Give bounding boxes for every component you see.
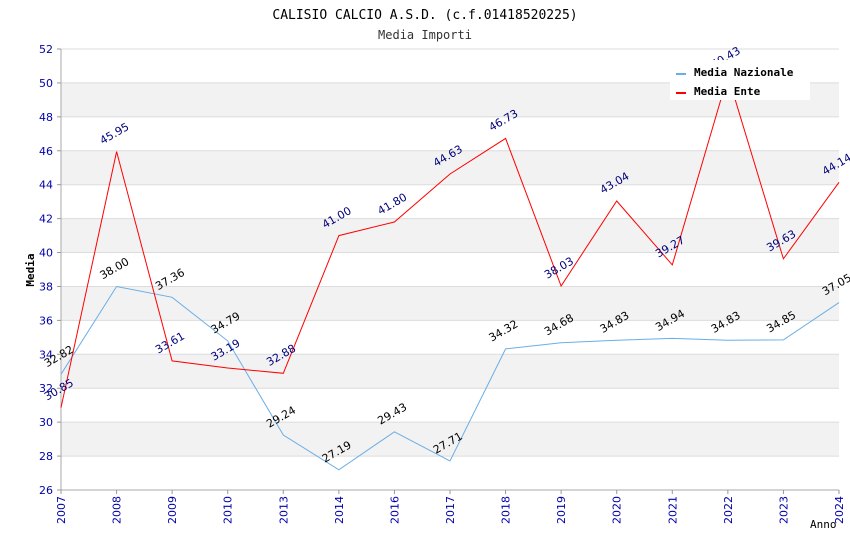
y-tick-label: 36 bbox=[39, 314, 53, 327]
series-line bbox=[60, 285, 840, 471]
x-tick-label: 2009 bbox=[166, 496, 179, 524]
data-label: 34.32 bbox=[487, 317, 521, 344]
y-axis-ticks: 26 28 30 32 34 36 38 40 42 44 46 48 50 52 bbox=[39, 43, 61, 497]
y-tick-label: 40 bbox=[39, 247, 53, 260]
x-tick-label: 2021 bbox=[666, 496, 679, 524]
x-tick-label: 2008 bbox=[111, 496, 124, 524]
series-lines bbox=[60, 73, 840, 471]
x-tick-label: 2020 bbox=[611, 496, 624, 524]
x-tick-label: 2017 bbox=[444, 496, 457, 524]
x-tick-label: 2022 bbox=[722, 496, 735, 524]
data-label: 30.85 bbox=[42, 376, 76, 403]
data-label: 38.03 bbox=[542, 255, 576, 282]
x-tick-label: 2019 bbox=[555, 496, 568, 524]
y-tick-label: 38 bbox=[39, 280, 53, 293]
y-tick-label: 30 bbox=[39, 416, 53, 429]
y-tick-label: 52 bbox=[39, 43, 53, 56]
grid-band bbox=[61, 354, 839, 389]
grid-band bbox=[61, 150, 839, 185]
x-tick-label: 2013 bbox=[277, 496, 290, 524]
y-tick-label: 50 bbox=[39, 77, 53, 90]
x-axis-ticks: 2007 2008 2009 2010 2013 2014 2016 2017 2018 2019… bbox=[55, 490, 846, 524]
y-tick-label: 32 bbox=[39, 382, 53, 395]
legend: Media Nazionale Media Ente bbox=[670, 60, 810, 100]
grid-band bbox=[61, 422, 839, 457]
x-tick-label: 2018 bbox=[500, 496, 513, 524]
y-tick-label: 26 bbox=[39, 484, 53, 497]
data-label: 45.95 bbox=[98, 120, 132, 147]
grid-band bbox=[61, 218, 839, 253]
y-tick-label: 46 bbox=[39, 145, 53, 158]
y-tick-label: 48 bbox=[39, 111, 53, 124]
x-tick-label: 2023 bbox=[777, 496, 790, 524]
y-tick-label: 42 bbox=[39, 213, 53, 226]
chart-subtitle: Media Importi bbox=[378, 28, 472, 42]
y-tick-label: 44 bbox=[39, 179, 53, 192]
legend-label: Media Ente bbox=[694, 85, 761, 98]
chart-title: CALISIO CALCIO A.S.D. (c.f.01418520225) bbox=[272, 8, 577, 23]
x-tick-label: 2014 bbox=[333, 496, 346, 524]
x-tick-label: 2016 bbox=[388, 496, 401, 524]
legend-box bbox=[670, 60, 810, 100]
x-tick-label: 2010 bbox=[222, 496, 235, 524]
y-tick-label: 34 bbox=[39, 348, 53, 361]
data-label: 38.00 bbox=[98, 255, 132, 282]
x-axis-label: Anno bbox=[810, 518, 837, 531]
x-tick-label: 2024 bbox=[833, 496, 846, 524]
series-line bbox=[60, 73, 840, 408]
x-tick-label: 2007 bbox=[55, 496, 68, 524]
grid-band bbox=[61, 286, 839, 321]
legend-label: Media Nazionale bbox=[694, 66, 794, 79]
y-tick-label: 28 bbox=[39, 450, 53, 463]
y-axis-label: Media bbox=[24, 253, 37, 286]
